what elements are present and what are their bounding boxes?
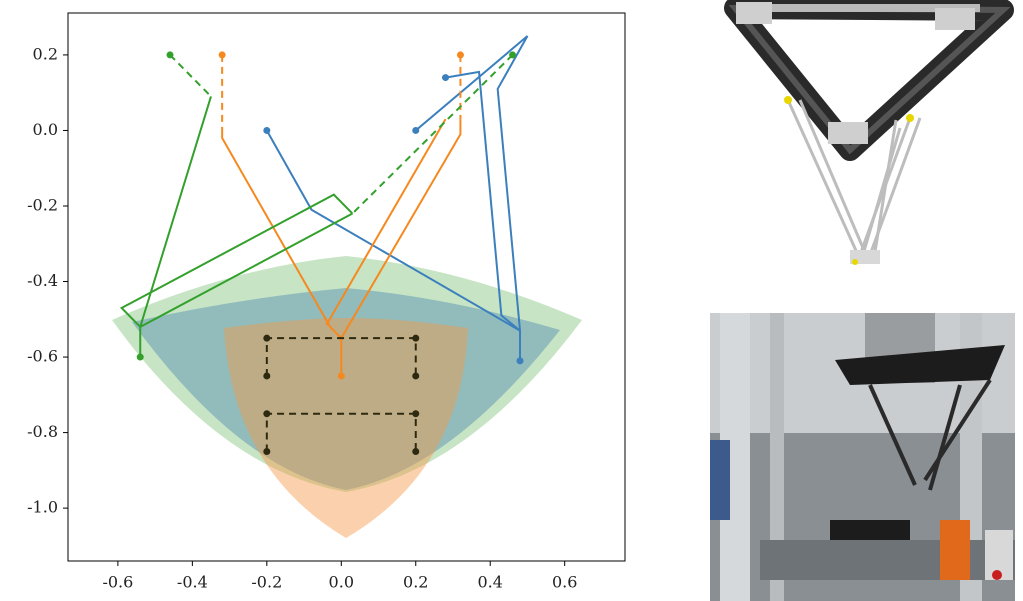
x-tick-label: -0.6: [102, 573, 133, 592]
joint-marker: [263, 448, 270, 455]
joint-marker: [263, 335, 270, 342]
arm-line: [170, 55, 211, 97]
joint-marker: [457, 51, 464, 58]
orange-workspace: [224, 318, 468, 538]
joint-marker: [442, 74, 449, 81]
figure: 0.2 0.0 -0.2 -0.4 -0.6 -0.8 -1.0 -0.6 -0.4 -0.2 0.…: [0, 0, 1023, 601]
joint-marker: [137, 354, 144, 361]
joint-marker: [412, 127, 419, 134]
y-tick-label: -0.8: [27, 422, 58, 441]
delta-robot-photo: [735, 2, 1003, 265]
page: 0.2 0.0 -0.2 -0.4 -0.6 -0.8 -1.0 -0.6 -0.4 -0.2 0.…: [0, 0, 1023, 601]
x-tick-label: -0.2: [251, 573, 282, 592]
joint-marker: [338, 372, 345, 379]
y-tick-label: -0.2: [27, 195, 58, 214]
y-tick-label: 0.2: [33, 44, 58, 63]
joint-marker: [263, 410, 270, 417]
joint-marker: [509, 51, 516, 58]
joint-marker: [412, 335, 419, 342]
joint-marker: [263, 372, 270, 379]
joint-marker: [517, 357, 524, 364]
y-tick-label: -1.0: [27, 498, 58, 517]
x-tick-label: 0.6: [552, 573, 577, 592]
arm-line: [352, 55, 512, 214]
y-tick-label: 0.0: [33, 120, 58, 139]
x-tick-label: -0.4: [177, 573, 208, 592]
x-tick-label: 0.2: [403, 573, 428, 592]
robot-cell-photo: [710, 313, 1015, 601]
y-tick-label: -0.4: [27, 271, 58, 290]
joint-marker: [219, 51, 226, 58]
joint-marker: [263, 127, 270, 134]
joint-marker: [412, 372, 419, 379]
workspace-clouds: [112, 256, 582, 538]
joint-marker: [412, 410, 419, 417]
joint-marker: [412, 448, 419, 455]
x-tick-label: 0.4: [477, 573, 502, 592]
y-tick-label: -0.6: [27, 347, 58, 366]
joint-marker: [167, 51, 174, 58]
x-tick-label: 0.0: [329, 573, 354, 592]
